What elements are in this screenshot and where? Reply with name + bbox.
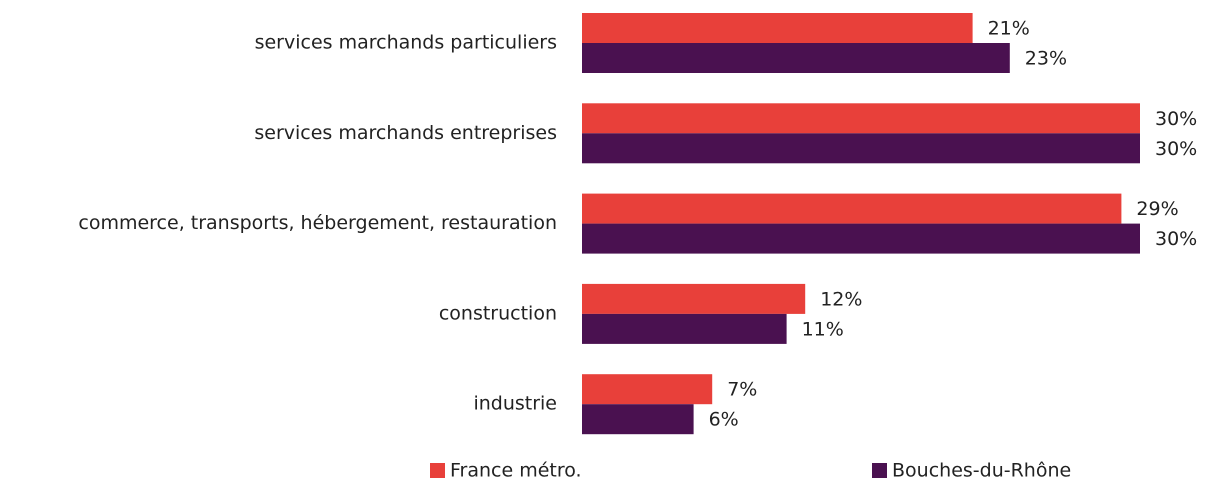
- value-label: 23%: [1025, 48, 1067, 70]
- value-label: 30%: [1155, 108, 1197, 130]
- value-label: 7%: [727, 379, 757, 401]
- legend-label: France métro.: [450, 460, 582, 481]
- bar: [582, 13, 973, 43]
- legend-swatch: [430, 463, 445, 478]
- category-label: industrie: [473, 393, 557, 415]
- bar: [582, 404, 694, 435]
- bar: [582, 283, 806, 314]
- bar: [582, 313, 787, 344]
- category-label: services marchands particuliers: [255, 32, 557, 54]
- bar: [582, 103, 1140, 134]
- value-label: 6%: [709, 409, 739, 431]
- bar: [582, 43, 1010, 73]
- category-label: services marchands entreprises: [254, 122, 557, 144]
- value-label: 29%: [1136, 198, 1178, 220]
- category-label: construction: [439, 302, 557, 324]
- bar: [582, 374, 713, 405]
- value-label: 11%: [802, 318, 844, 340]
- value-label: 21%: [988, 18, 1030, 40]
- legend-swatch: [872, 463, 887, 478]
- bar: [582, 223, 1140, 254]
- value-label: 12%: [820, 288, 862, 310]
- bar: [582, 193, 1122, 224]
- value-label: 30%: [1155, 138, 1197, 160]
- legend-label: Bouches-du-Rhône: [892, 460, 1071, 481]
- category-label: commerce, transports, hébergement, resta…: [78, 212, 557, 234]
- bar: [582, 133, 1140, 164]
- value-label: 30%: [1155, 228, 1197, 250]
